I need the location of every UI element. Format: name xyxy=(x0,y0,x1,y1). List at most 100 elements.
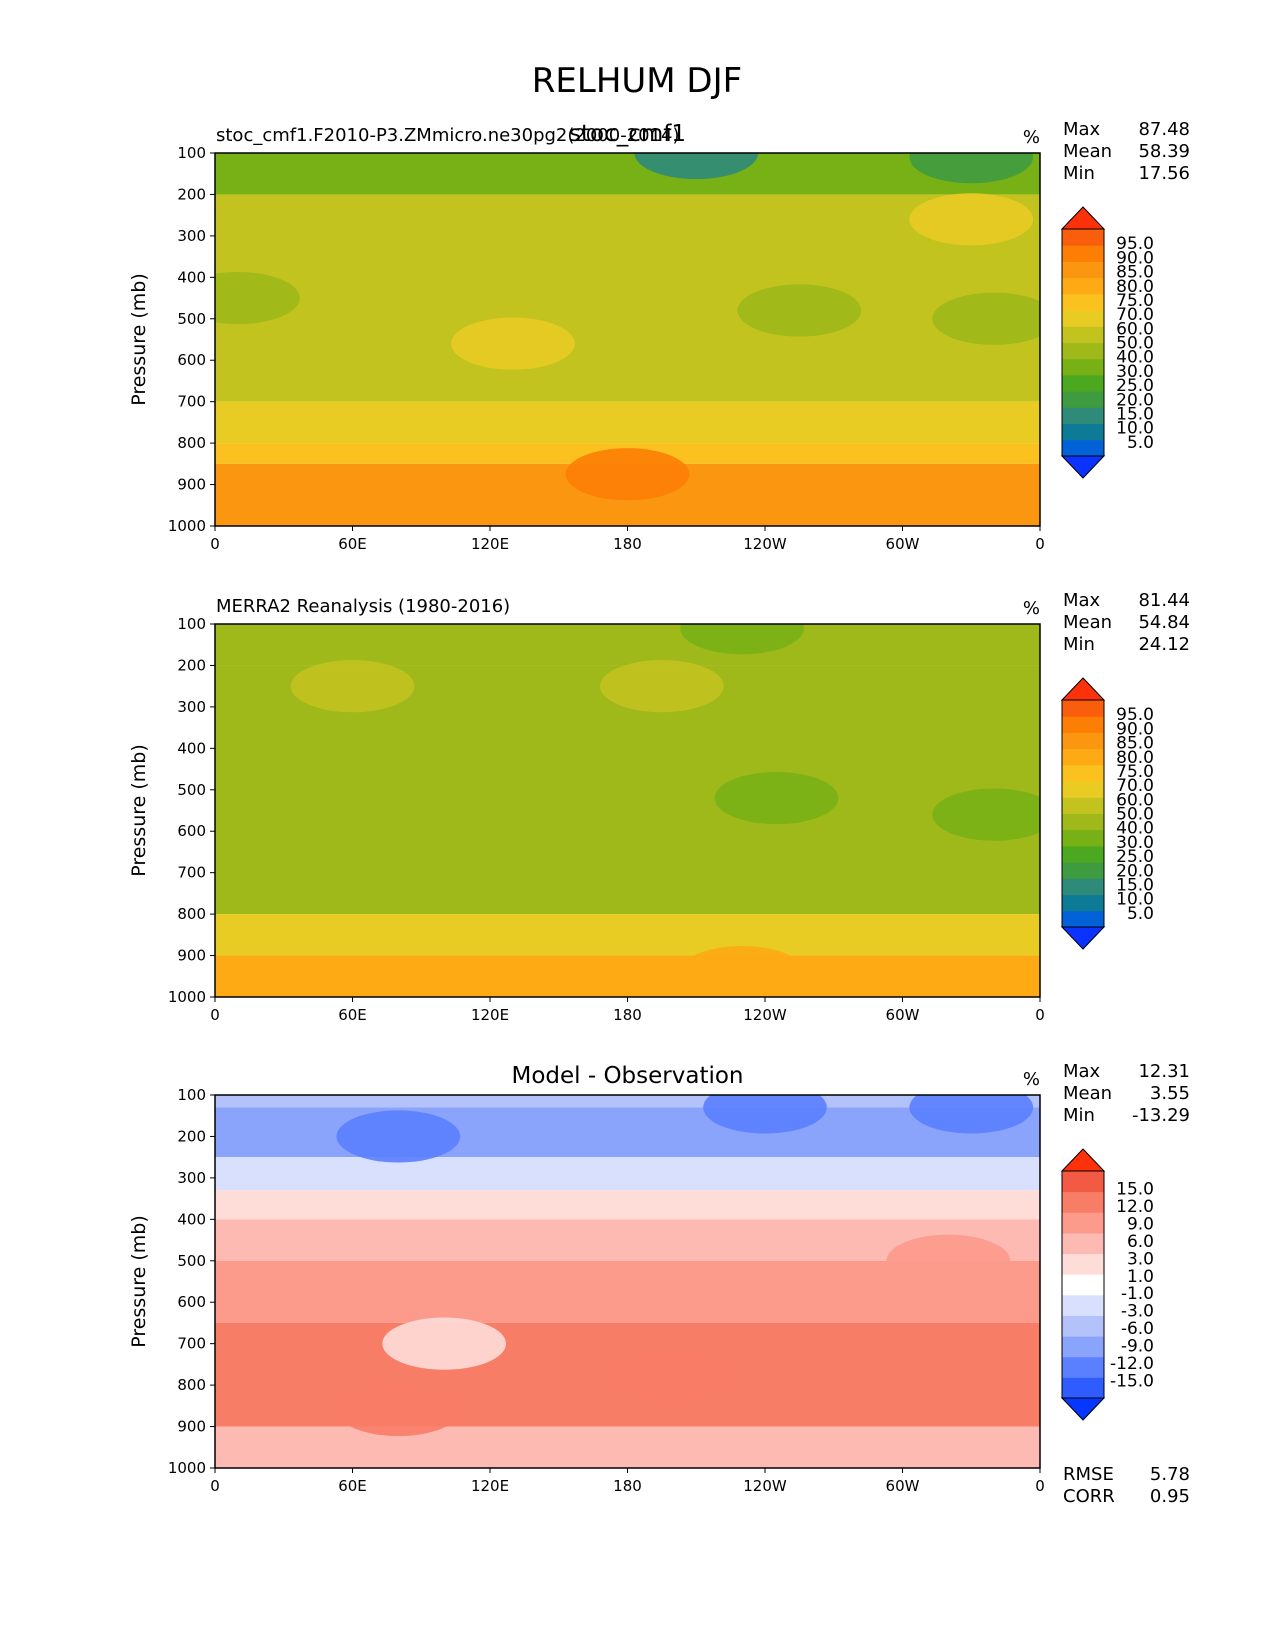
stat-value: -13.29 xyxy=(1132,1105,1190,1126)
y-tick-label: 400 xyxy=(177,1210,206,1228)
x-tick-label: 0 xyxy=(1035,1477,1045,1495)
contour-region xyxy=(634,153,759,180)
units-label: % xyxy=(1023,598,1040,619)
colorbar-bin xyxy=(1062,1253,1104,1275)
colorbar-diff: 15.012.09.06.03.01.0-1.0-3.0-6.0-9.0-12.… xyxy=(1060,1148,1154,1421)
colorbar-bin xyxy=(1062,700,1104,717)
stat-value: 54.84 xyxy=(1138,612,1190,633)
colorbar-label: 80.0 xyxy=(1116,748,1154,768)
plot-area-diff xyxy=(215,1095,1040,1468)
contour-region xyxy=(336,1110,461,1163)
colorbar-label: 5.0 xyxy=(1127,904,1154,924)
colorbar-bin xyxy=(1062,829,1104,847)
colorbar-label: 6.0 xyxy=(1127,1232,1154,1252)
stat-label: RMSE xyxy=(1063,1464,1114,1485)
y-tick-label: 400 xyxy=(177,739,206,757)
colorbar-bin xyxy=(1062,1232,1104,1255)
colorbar-bin xyxy=(1062,326,1104,343)
y-tick-label: 500 xyxy=(177,310,206,328)
colorbar-bin xyxy=(1062,358,1104,376)
colorbar-label: 40.0 xyxy=(1116,819,1154,839)
stat-value: 0.95 xyxy=(1150,1486,1190,1507)
contour-region xyxy=(909,1095,1034,1134)
colorbar-label: 90.0 xyxy=(1116,719,1154,739)
units-label: % xyxy=(1023,127,1040,148)
stat-value: 87.48 xyxy=(1138,119,1190,140)
x-tick-label: 180 xyxy=(613,535,642,553)
colorbar-bin xyxy=(1062,878,1104,896)
x-tick-label: 0 xyxy=(1035,535,1045,553)
colorbar-label: -1.0 xyxy=(1121,1284,1154,1304)
y-tick-label: 900 xyxy=(177,1418,206,1436)
contour-band xyxy=(215,1426,1040,1468)
colorbar-bin xyxy=(1062,374,1104,392)
contour-band xyxy=(215,914,1040,956)
stat-value: 12.31 xyxy=(1138,1061,1190,1082)
y-tick-label: 300 xyxy=(177,1169,206,1187)
contour-band xyxy=(215,401,1040,444)
contour-region xyxy=(290,660,415,713)
y-tick-label: 800 xyxy=(177,1376,206,1394)
colorbar-extend-max xyxy=(1060,1148,1106,1172)
colorbar-bin xyxy=(1062,1212,1104,1234)
x-tick-label: 60W xyxy=(886,1006,920,1024)
contour-region xyxy=(909,153,1034,184)
contour-region xyxy=(932,788,1040,841)
x-tick-label: 120E xyxy=(471,535,509,553)
colorbar-label: -12.0 xyxy=(1110,1354,1154,1374)
colorbar-label: -9.0 xyxy=(1121,1337,1154,1357)
y-axis-label: Pressure (mb) xyxy=(128,1215,150,1348)
figure-title: RELHUM DJF xyxy=(532,61,742,101)
colorbar-bin xyxy=(1062,229,1104,246)
x-tick-label: 120W xyxy=(743,1477,787,1495)
y-tick-label: 600 xyxy=(177,351,206,369)
y-tick-label: 200 xyxy=(177,185,206,203)
colorbar-bin xyxy=(1062,716,1104,733)
colorbar-bin xyxy=(1062,781,1104,798)
colorbar-bin xyxy=(1062,797,1104,814)
colorbar-label: 5.0 xyxy=(1127,433,1154,453)
x-tick-label: 60E xyxy=(338,1006,367,1024)
x-tick-label: 60E xyxy=(338,1477,367,1495)
contour-region xyxy=(382,1317,507,1370)
colorbar-label: 3.0 xyxy=(1127,1249,1154,1269)
contour-band xyxy=(215,955,1040,997)
colorbar-bin xyxy=(1062,1274,1104,1296)
colorbar-label: 25.0 xyxy=(1116,847,1154,867)
y-tick-label: 800 xyxy=(177,434,206,452)
x-tick-label: 0 xyxy=(210,1477,220,1495)
stat-label: Min xyxy=(1063,634,1095,655)
colorbar-bin xyxy=(1062,1377,1104,1399)
colorbar-label: 30.0 xyxy=(1116,362,1154,382)
colorbar-label: 10.0 xyxy=(1116,419,1154,439)
y-tick-label: 500 xyxy=(177,781,206,799)
colorbar-bin xyxy=(1062,1356,1104,1378)
stat-label: Min xyxy=(1063,163,1095,184)
y-tick-label: 700 xyxy=(177,393,206,411)
y-tick-label: 200 xyxy=(177,1127,206,1145)
colorbar-bin xyxy=(1062,310,1104,327)
contour-region xyxy=(611,1350,736,1403)
colorbar-bin xyxy=(1062,862,1104,879)
panel-center-title: stoc_cmf1 xyxy=(569,121,686,147)
contour-region xyxy=(932,292,1040,345)
panel-left-title: MERRA2 Reanalysis (1980-2016) xyxy=(216,596,510,617)
stat-label: Min xyxy=(1063,1105,1095,1126)
stat-value: 58.39 xyxy=(1138,141,1190,162)
colorbar-extend-min xyxy=(1060,455,1106,479)
x-tick-label: 60W xyxy=(886,1477,920,1495)
y-axis-label: Pressure (mb) xyxy=(128,273,150,406)
colorbar-label: 30.0 xyxy=(1116,833,1154,853)
y-tick-label: 1000 xyxy=(168,988,206,1006)
stat-label: CORR xyxy=(1063,1486,1115,1507)
colorbar-label: 60.0 xyxy=(1116,790,1154,810)
colorbar-extend-min xyxy=(1060,1397,1106,1421)
y-tick-label: 100 xyxy=(177,615,206,633)
contour-band xyxy=(215,194,1040,402)
stat-label: Mean xyxy=(1063,1083,1112,1104)
colorbar-label: -6.0 xyxy=(1121,1319,1154,1339)
contour-region xyxy=(680,946,804,997)
